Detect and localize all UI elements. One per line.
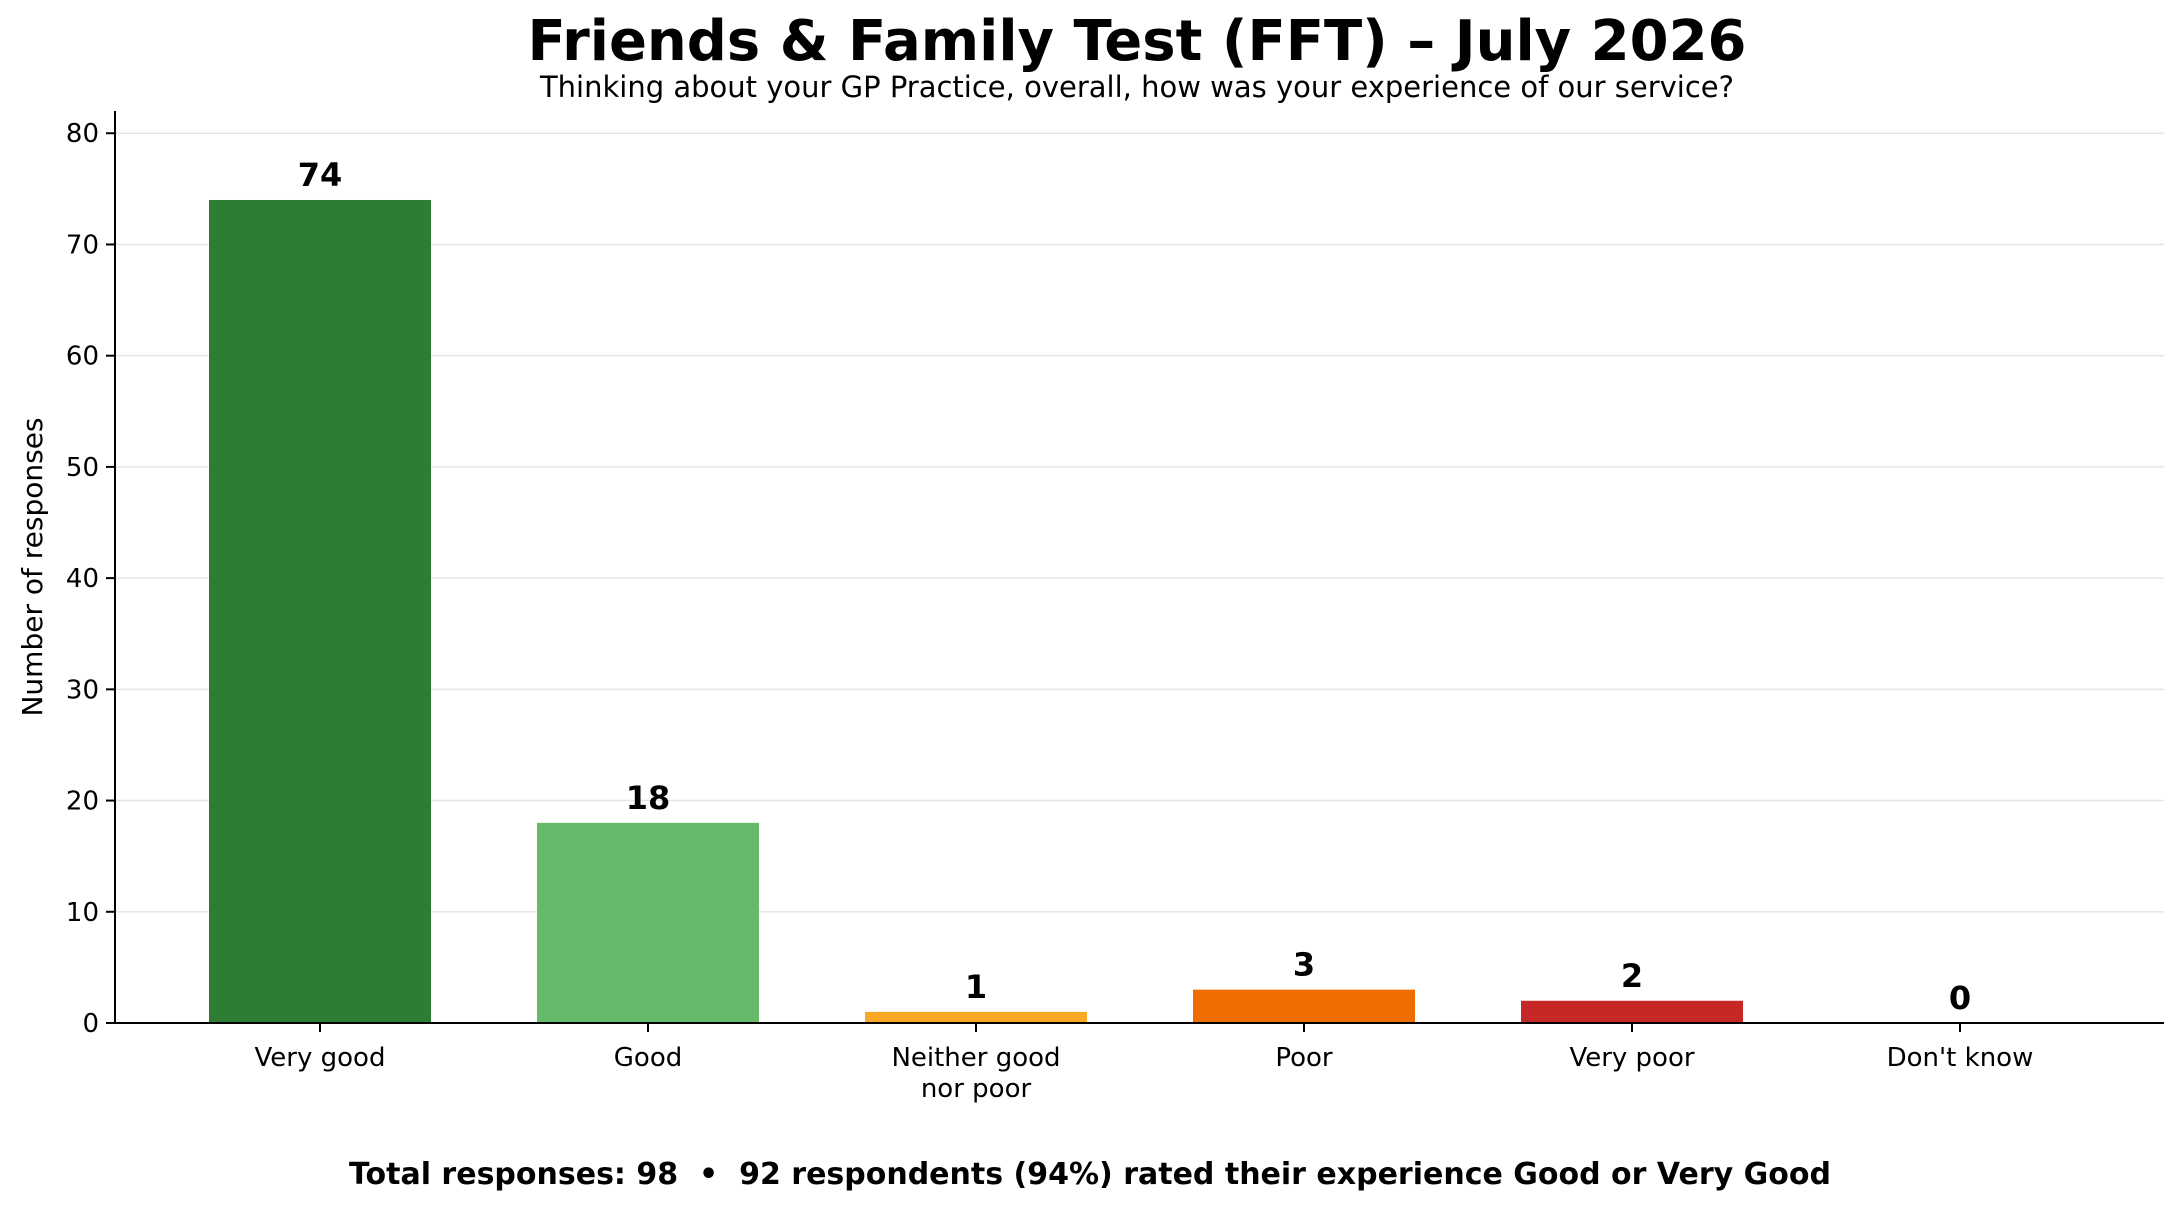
bar-value-label: 1 [965,968,987,1006]
bar [537,822,759,1023]
bar-value-label: 74 [298,156,343,194]
chart-footer-summary: Total responses: 98 • 92 respondents (94… [349,1157,1831,1192]
chart-title: Friends & Family Test (FFT) – July 2026 [527,9,1746,74]
y-tick-label: 50 [66,453,99,483]
y-tick-label: 20 [66,787,99,817]
x-tick-label: Don't know [1887,1043,2034,1073]
bars [209,199,1743,1024]
bar [209,199,431,1024]
bar-value-labels: 74 18 1 3 2 0 [298,156,1971,1017]
bar [1521,1000,1743,1023]
y-axis-ticks: 0 10 20 30 40 50 60 70 80 [66,119,115,1039]
x-tick-label: Very good [255,1043,386,1073]
bar [1193,989,1415,1023]
chart-subtitle: Thinking about your GP Practice, overall… [539,70,1734,104]
y-tick-label: 80 [66,119,99,149]
y-tick-label: 10 [66,898,99,928]
y-axis-label: Number of responses [16,417,49,716]
bar-value-label: 2 [1621,957,1643,995]
bar-value-label: 3 [1293,946,1315,984]
y-tick-label: 60 [66,342,99,372]
y-tick-label: 70 [66,230,99,260]
bar-value-label: 0 [1949,979,1971,1017]
axes [114,111,2164,1024]
x-tick-label: Very poor [1569,1043,1694,1073]
x-tick-label: Good [614,1043,682,1073]
bar [865,1011,1087,1023]
x-tick-label: Neither good nor poor [891,1043,1060,1104]
y-tick-label: 0 [82,1009,99,1039]
y-tick-label: 30 [66,675,99,705]
x-tick-label: Poor [1275,1043,1333,1073]
x-axis-ticks: Very good Good Neither good nor poor Poor Ver… [255,1023,2034,1104]
bar-value-label: 18 [626,779,671,817]
grid-lines [115,132,2164,913]
y-tick-label: 40 [66,564,99,594]
